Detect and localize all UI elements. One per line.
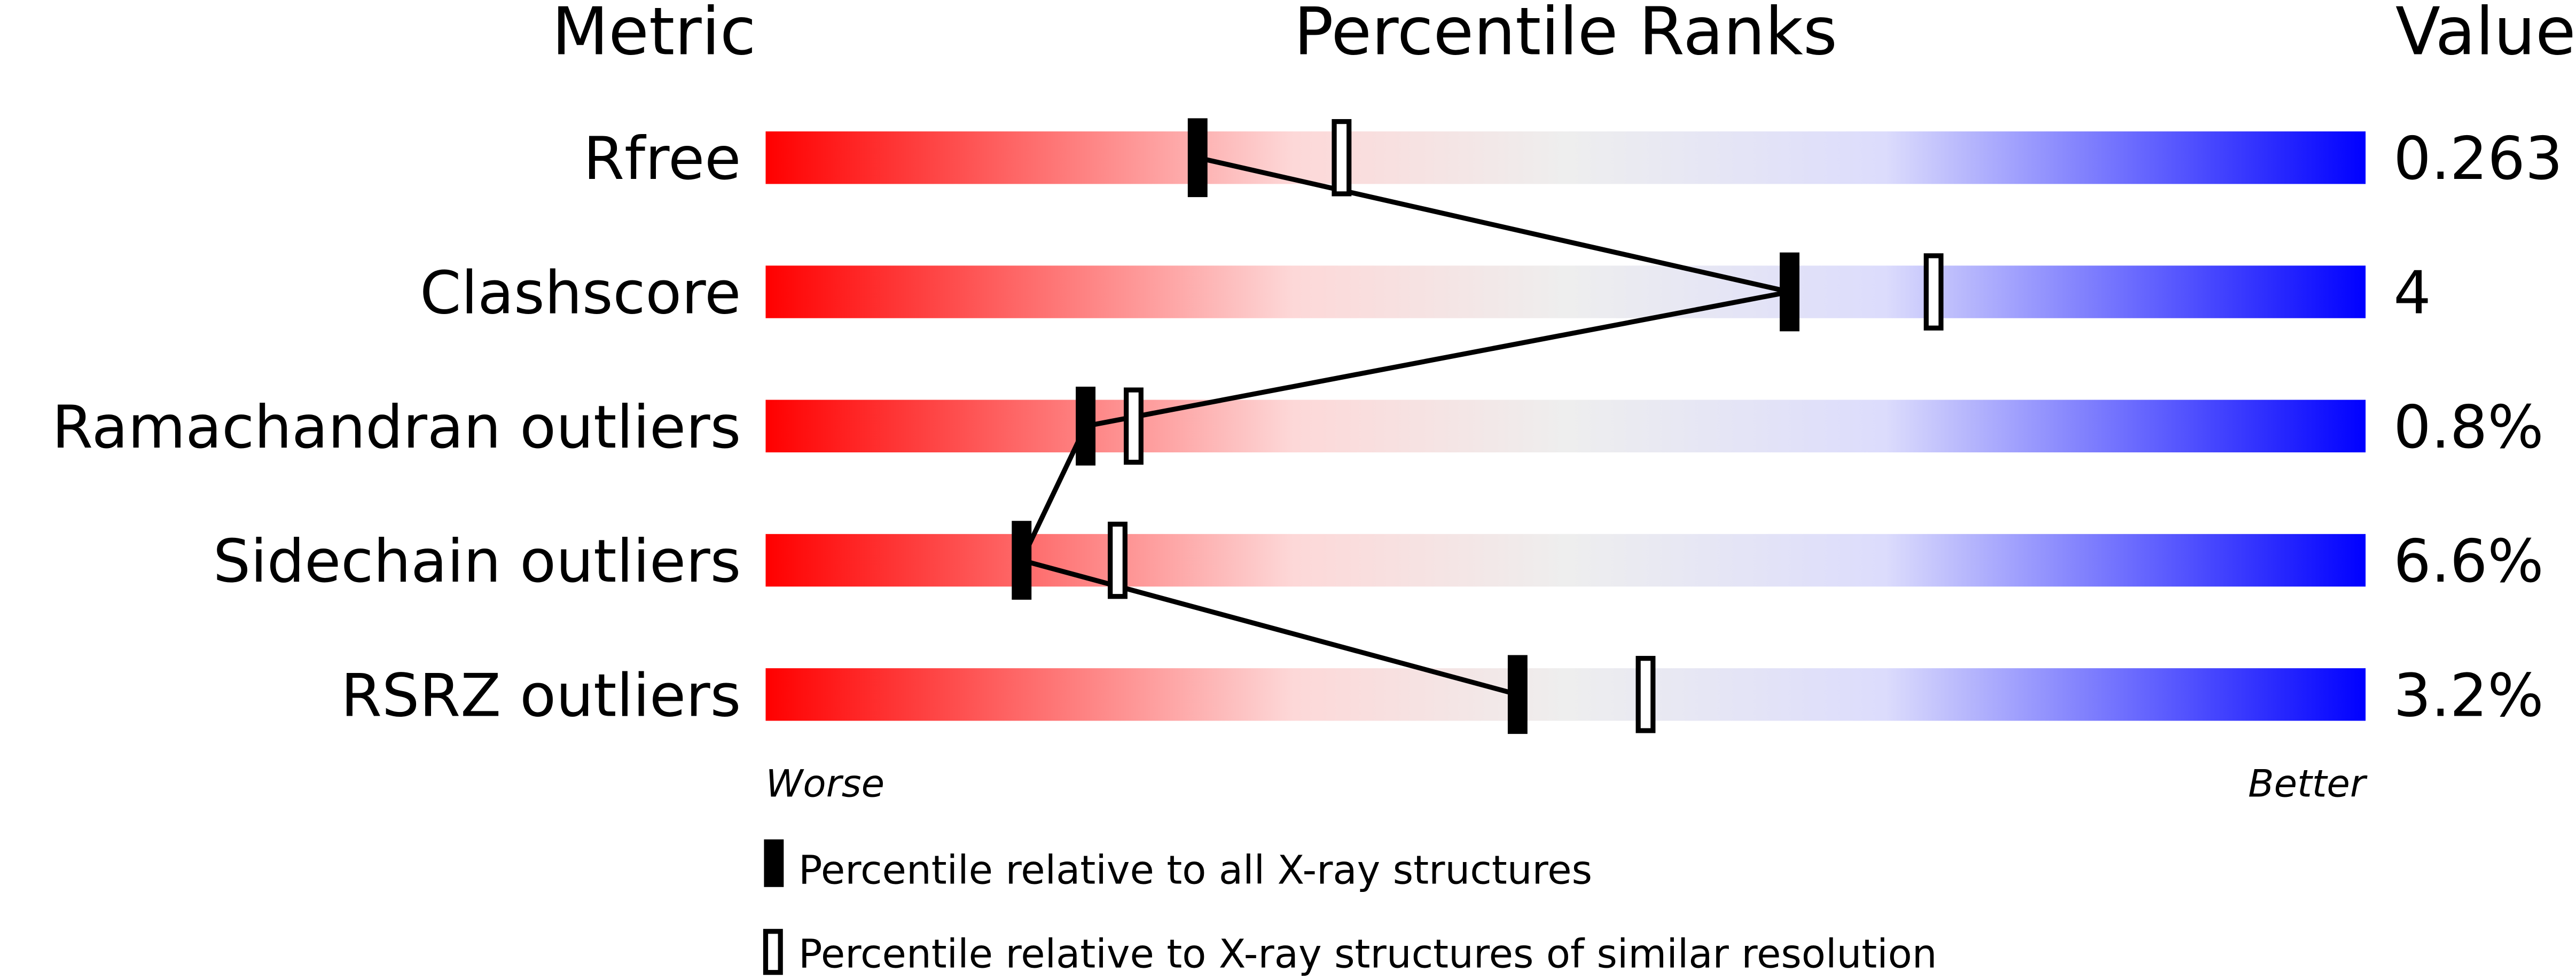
percentile-bar — [765, 131, 2366, 184]
similar-resolution-marker — [1332, 119, 1352, 197]
metric-value: 0.8% — [2393, 393, 2543, 462]
similar-resolution-marker — [1635, 656, 1656, 733]
all-structures-marker — [1012, 521, 1032, 600]
legend-open-marker — [763, 929, 783, 975]
legend-label-all: Percentile relative to all X-ray structu… — [798, 848, 1592, 894]
percentile-bar — [765, 400, 2366, 452]
similar-resolution-marker — [1108, 521, 1128, 599]
worse-label: Worse — [765, 762, 884, 806]
metric-label: RSRZ outliers — [341, 661, 741, 730]
similar-resolution-marker — [1124, 387, 1144, 465]
metric-label: Ramachandran outliers — [52, 393, 741, 462]
metric-label: Clashscore — [420, 259, 741, 327]
metric-header: Metric — [552, 0, 756, 70]
all-structures-marker — [1076, 386, 1096, 466]
legend-filled-marker — [764, 839, 784, 887]
metric-label: Sidechain outliers — [213, 527, 741, 596]
percentile-bar — [765, 668, 2366, 721]
metric-value: 4 — [2393, 259, 2431, 327]
chart-title: Percentile Ranks — [1294, 0, 1837, 70]
legend-label-similar: Percentile relative to X-ray structures … — [798, 931, 1937, 977]
all-structures-marker — [1507, 655, 1528, 734]
metric-value: 3.2% — [2393, 661, 2543, 730]
metric-value: 6.6% — [2393, 527, 2543, 596]
percentile-bar — [765, 265, 2366, 318]
metric-label: Rfree — [583, 124, 741, 193]
all-structures-marker — [1780, 252, 1800, 332]
similar-resolution-marker — [1923, 253, 1944, 331]
better-label: Better — [2248, 762, 2368, 806]
metric-value: 0.263 — [2393, 124, 2563, 193]
value-header: Value — [2395, 0, 2576, 70]
all-structures-marker — [1187, 118, 1208, 198]
percentile-bar — [765, 534, 2366, 587]
